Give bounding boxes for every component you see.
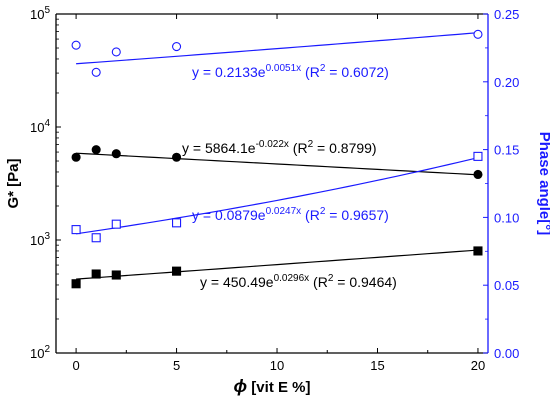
data-point-series-2 xyxy=(91,269,101,279)
right-y-axis-title: Phase angle[°] xyxy=(536,132,550,236)
data-point-series-4 xyxy=(172,218,182,228)
data-point-series-4 xyxy=(473,151,483,161)
tick-base: 10 xyxy=(30,233,44,248)
right-y-tick-label: 0.15 xyxy=(494,143,519,158)
equation-main: y = 0.2133e xyxy=(192,64,266,80)
tick-exponent: 4 xyxy=(44,118,50,129)
tick-base: 10 xyxy=(30,346,44,361)
fit-line-series-1 xyxy=(76,152,478,176)
x-tick-label: 20 xyxy=(471,358,485,373)
data-point-series-2 xyxy=(473,246,483,256)
right-y-tick-label: 0.20 xyxy=(494,75,519,90)
equation-r2-exponent: 2 xyxy=(320,63,326,74)
right-y-tick-label: 0.00 xyxy=(494,346,519,361)
fit-lines-layer xyxy=(76,32,479,280)
tick-base: 10 xyxy=(30,7,44,22)
equation-r-label: (R xyxy=(301,207,320,223)
equation-main: y = 450.49e xyxy=(200,274,274,290)
markers-layer xyxy=(71,29,483,289)
data-point-series-3 xyxy=(111,47,121,57)
labels-layer: 0 5 10 15 201021031041050.000.050.100.150.20… xyxy=(5,5,550,396)
equation-r-label: (R xyxy=(309,274,328,290)
x-tick-label: 15 xyxy=(370,358,384,373)
right-y-tick-label: 0.25 xyxy=(494,7,519,22)
equation-exponent: 0.0051x xyxy=(266,63,302,74)
right-y-tick-label: 0.05 xyxy=(494,278,519,293)
fit-equation-series-3: y = 0.2133e0.0051x (R2 = 0.6072) xyxy=(192,63,389,80)
data-point-series-2 xyxy=(71,279,81,289)
x-axis-symbol: ϕ xyxy=(234,376,248,396)
equation-r-label: (R xyxy=(301,64,320,80)
equation-r2-value: = 0.8799) xyxy=(313,140,376,156)
data-point-series-2 xyxy=(111,270,121,280)
x-tick-label: 5 xyxy=(173,358,180,373)
fit-line-series-3 xyxy=(76,32,478,65)
left-y-tick-label: 103 xyxy=(30,231,50,248)
tick-exponent: 3 xyxy=(44,231,50,242)
fit-equation-series-4: y = 0.0879e0.0247x (R2 = 0.9657) xyxy=(192,206,389,223)
data-point-series-3 xyxy=(71,40,81,50)
equation-exponent: 0.0296x xyxy=(274,273,310,284)
equation-exponent: 0.0247x xyxy=(266,206,302,217)
fit-equation-series-2: y = 450.49e0.0296x (R2 = 0.9464) xyxy=(200,273,397,290)
equation-r2-exponent: 2 xyxy=(328,273,334,284)
data-point-series-1 xyxy=(91,145,101,155)
equation-r2-value: = 0.9657) xyxy=(325,207,388,223)
left-y-axis-title: G* [Pa] xyxy=(5,158,22,208)
data-point-series-1 xyxy=(111,149,121,159)
data-point-series-4 xyxy=(111,219,121,229)
equation-r2-exponent: 2 xyxy=(308,139,314,150)
data-point-series-1 xyxy=(71,152,81,162)
equation-r-label: (R xyxy=(289,140,308,156)
data-point-series-1 xyxy=(172,152,182,162)
equation-exponent: -0.022x xyxy=(256,139,289,150)
data-point-series-3 xyxy=(172,41,182,52)
tick-base: 10 xyxy=(30,120,44,135)
data-point-series-3 xyxy=(473,29,483,39)
right-y-tick-label: 0.10 xyxy=(494,210,519,225)
tick-exponent: 2 xyxy=(44,344,50,355)
axes-layer xyxy=(55,13,489,354)
equation-main: y = 5864.1e xyxy=(182,140,256,156)
data-point-series-1 xyxy=(473,169,483,180)
data-point-series-4 xyxy=(71,225,81,235)
tick-exponent: 5 xyxy=(44,5,50,16)
x-tick-label: 0 xyxy=(72,358,79,373)
fit-line-series-4 xyxy=(76,157,479,235)
data-point-series-3 xyxy=(91,67,101,77)
equation-main: y = 0.0879e xyxy=(192,207,266,223)
fit-line-series-2 xyxy=(76,249,478,280)
x-tick-label: 10 xyxy=(270,358,284,373)
equation-r2-value: = 0.6072) xyxy=(325,64,388,80)
left-y-tick-label: 104 xyxy=(30,118,50,135)
fit-equation-series-1: y = 5864.1e-0.022x (R2 = 0.8799) xyxy=(182,139,377,156)
equation-r2-exponent: 2 xyxy=(320,206,326,217)
equation-r2-value: = 0.9464) xyxy=(333,274,396,290)
data-point-series-4 xyxy=(91,233,101,243)
data-point-series-2 xyxy=(172,266,182,276)
left-y-tick-label: 102 xyxy=(30,344,50,361)
left-y-tick-label: 105 xyxy=(30,5,50,22)
x-axis-unit: [vit E %] xyxy=(247,379,310,396)
x-axis-title: ϕ [vit E %] xyxy=(234,376,311,396)
